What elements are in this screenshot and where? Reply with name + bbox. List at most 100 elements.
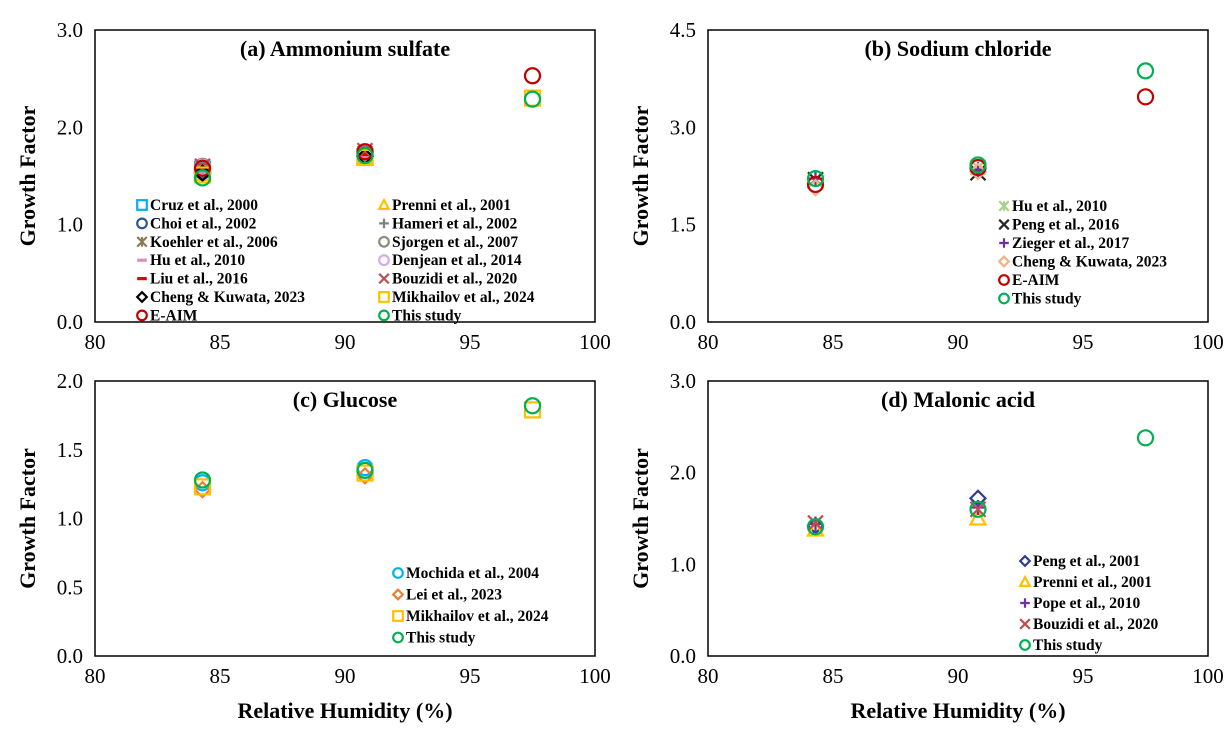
x-tick-label: 90	[948, 664, 969, 688]
data-point-e-aim	[1136, 88, 1155, 106]
legend-entry: Cheng & Kuwata, 2023	[150, 289, 305, 306]
panel-c: 80 85 90 95 100 0.0 0.5 1.0 1.5 2.0 Growth Factor R…	[15, 369, 611, 723]
x-tick-label: 90	[948, 330, 969, 354]
legend-marker-prenni-et-al-2001	[1018, 574, 1032, 587]
data-point-bouzidi-et-al-2020	[807, 514, 824, 532]
panel-b: 80 85 90 95 100 0.0 1.5 3.0 4.5 Growth Factor (b) …	[628, 18, 1224, 354]
legend-marker-mikhailov-et-al-2024	[378, 291, 390, 303]
legend-marker-this-study	[998, 292, 1010, 305]
data-point-prenni-et-al-2001	[806, 519, 825, 537]
plot-area	[94, 29, 596, 323]
legend-marker-peng-et-al-2016	[998, 218, 1010, 231]
chart-title: (b) Sodium chloride	[864, 36, 1051, 61]
chart-title: (c) Glucose	[293, 387, 398, 412]
y-tick-label: 3.0	[670, 369, 696, 393]
y-tick-label: 1.5	[670, 213, 696, 237]
x-tick-label: 85	[210, 664, 231, 688]
y-tick-label: 4.5	[670, 18, 696, 42]
legend-marker-this-study	[378, 309, 390, 322]
legend-entry: Bouzidi et al., 2020	[1033, 616, 1159, 633]
legend-entry: Mikhailov et al., 2024	[392, 289, 535, 306]
data-point-this-study	[523, 397, 542, 415]
legend-marker-prenni-et-al-2001	[377, 197, 391, 210]
y-tick-label: 3.0	[57, 18, 83, 42]
data-point-this-study	[356, 461, 374, 479]
legend-entry: Cruz et al., 2000	[150, 197, 258, 214]
data-point-this-study	[193, 169, 212, 187]
y-tick-label: 1.0	[670, 552, 696, 576]
legend-marker-mochida-et-al-2004	[392, 567, 404, 579]
legend-entry: Cheng & Kuwata, 2023	[1012, 254, 1167, 271]
data-point-this-study	[806, 518, 825, 536]
y-tick-label: 0.0	[670, 644, 696, 668]
legend-entry: E-AIM	[150, 307, 198, 324]
data-point-this-study	[1136, 62, 1155, 80]
x-tick-label: 95	[1073, 664, 1094, 688]
legend-marker-sjorgen-et-al-2007	[378, 235, 390, 248]
legend-entry: Denjean et al., 2014	[392, 252, 522, 269]
data-point-cheng-and-kuwata-2023	[193, 164, 212, 183]
data-point-e-aim	[806, 175, 825, 194]
plot-area	[707, 380, 1209, 657]
y-axis-label: Growth Factor	[628, 448, 653, 589]
legend-entry: Bouzidi et al., 2020	[392, 271, 518, 288]
legend-marker-hu-et-al-2010	[998, 200, 1010, 212]
legend-marker-hameri-et-al-2002	[379, 218, 389, 229]
legend-marker-e-aim	[998, 274, 1010, 286]
x-axis-label: Relative Humidity (%)	[850, 698, 1065, 723]
legend-marker-cheng-and-kuwata-2023	[997, 255, 1011, 268]
x-tick-label: 90	[335, 330, 356, 354]
x-tick-label: 90	[335, 664, 356, 688]
data-point-this-study	[1136, 429, 1155, 447]
y-tick-label: 1.0	[57, 213, 83, 237]
legend: Mochida et al., 2004 Lei et al., 2023 Mikh…	[391, 565, 549, 647]
x-axis-label: Relative Humidity (%)	[237, 698, 452, 723]
y-tick-label: 1.0	[57, 507, 83, 531]
data-point-this-study	[523, 90, 542, 108]
legend-entry: Koehler et al., 2006	[150, 234, 278, 251]
y-axis-label: Growth Factor	[15, 448, 40, 589]
panel-d: 80 85 90 95 100 0.0 1.0 2.0 3.0 Growth Factor Rela…	[628, 369, 1224, 723]
legend-marker-lei-et-al-2023	[391, 588, 405, 601]
legend-entry: Sjorgen et al., 2007	[392, 234, 518, 251]
data-point-this-study	[969, 500, 987, 518]
legend-entry: Prenni et al., 2001	[392, 197, 511, 214]
legend-marker-peng-et-al-2001	[1018, 554, 1032, 568]
y-tick-label: 1.5	[57, 438, 83, 462]
legend-entry: Hameri et al., 2002	[392, 215, 518, 232]
x-tick-label: 95	[460, 330, 481, 354]
data-point-mikhailov-et-al-2024	[193, 478, 212, 496]
legend: Cruz et al., 2000 Prenni et al., 2001 Choi…	[135, 197, 535, 324]
data-point-this-study	[193, 471, 212, 489]
legend-entry: Prenni et al., 2001	[1033, 574, 1152, 591]
x-tick-label: 85	[823, 330, 844, 354]
legend-marker-zieger-et-al-2017	[999, 238, 1009, 248]
legend-marker-choi-et-al-2002	[136, 217, 148, 230]
x-tick-label: 100	[1192, 664, 1224, 688]
y-tick-label: 0.0	[670, 310, 696, 334]
x-tick-label: 100	[1192, 330, 1224, 354]
legend-marker-cheng-and-kuwata-2023	[135, 290, 149, 304]
data-point-e-aim	[193, 159, 212, 177]
legend-entry: This study	[1033, 637, 1103, 654]
legend-marker-bouzidi-et-al-2020	[1019, 618, 1031, 630]
y-tick-label: 2.0	[57, 115, 83, 139]
plot-area	[707, 29, 1209, 323]
y-axis-label: Growth Factor	[628, 105, 653, 246]
x-tick-label: 85	[823, 664, 844, 688]
x-tick-label: 85	[210, 330, 231, 354]
data-point-prenni-et-al-2001	[968, 508, 988, 526]
legend-entry: Hu et al., 2010	[150, 252, 245, 269]
x-tick-label: 80	[698, 330, 719, 354]
data-point-this-study	[969, 156, 987, 174]
chart-title: (d) Malonic acid	[881, 387, 1035, 412]
legend-entry: Mochida et al., 2004	[406, 565, 539, 582]
legend-entry: This study	[392, 307, 462, 324]
data-point-e-aim	[523, 67, 542, 85]
legend-entry: Hu et al., 2010	[1012, 198, 1107, 215]
legend-marker-this-study	[392, 631, 404, 644]
data-point-lei-et-al-2023	[355, 466, 375, 485]
plot-area	[94, 380, 596, 657]
